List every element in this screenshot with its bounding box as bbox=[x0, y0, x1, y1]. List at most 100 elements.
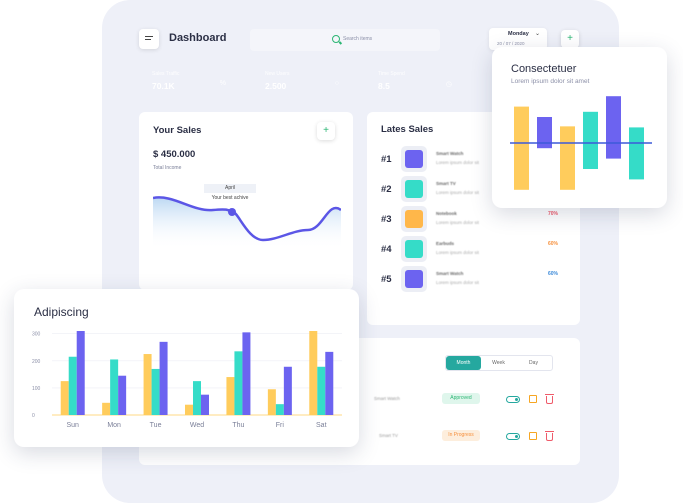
toggle-switch[interactable] bbox=[506, 396, 520, 403]
popup-title: Adipiscing bbox=[34, 305, 89, 319]
trash-icon[interactable] bbox=[545, 431, 554, 441]
y-tick-label: 300 bbox=[32, 332, 41, 338]
order-name: Smart Watch bbox=[374, 396, 400, 401]
bar bbox=[143, 354, 152, 415]
tab-month[interactable]: Month bbox=[446, 356, 481, 370]
x-tick-label: Sun bbox=[66, 422, 79, 429]
bar bbox=[76, 331, 85, 415]
stat-label: Time Spend bbox=[378, 71, 405, 77]
product-percent: 60% bbox=[548, 271, 559, 277]
product-name: Notebook bbox=[436, 211, 457, 216]
add-button[interactable]: + bbox=[561, 30, 579, 48]
toggle-switch[interactable] bbox=[506, 433, 520, 440]
sales-amount: $ 450.000 bbox=[153, 149, 196, 160]
rank-label: #3 bbox=[381, 214, 392, 225]
tooltip-text: Your best achive bbox=[211, 195, 249, 201]
product-percent: 70% bbox=[548, 211, 559, 217]
adipiscing-popup: Adipiscing 0 100 200 300 Sun Mon Tue Wed Thu Fri S… bbox=[14, 289, 359, 447]
rank-label: #4 bbox=[381, 244, 392, 255]
stat-value: 8.5 bbox=[378, 81, 390, 91]
latest-sales-title: Lates Sales bbox=[381, 124, 434, 135]
bar bbox=[560, 126, 575, 190]
bar bbox=[193, 381, 201, 415]
lock-icon: ○ bbox=[334, 80, 339, 87]
bar bbox=[317, 366, 326, 415]
trash-icon[interactable] bbox=[545, 394, 554, 404]
product-name: Smart Watch bbox=[436, 151, 464, 156]
x-tick-label: Sat bbox=[316, 422, 327, 429]
add-sales-button[interactable]: + bbox=[317, 122, 335, 140]
search-icon bbox=[332, 35, 340, 43]
chevron-down-icon: ⌄ bbox=[535, 31, 541, 37]
sales-line bbox=[153, 196, 341, 242]
x-tick-label: Thu bbox=[232, 422, 244, 429]
x-tick-label: Mon bbox=[107, 422, 121, 429]
y-tick-label: 0 bbox=[32, 413, 35, 419]
bar bbox=[514, 106, 529, 190]
bar bbox=[242, 332, 251, 415]
bar bbox=[267, 389, 276, 415]
page-title: Dashboard bbox=[169, 32, 227, 44]
bar bbox=[151, 368, 160, 415]
rank-label: #1 bbox=[381, 154, 392, 165]
bar bbox=[629, 127, 644, 180]
bar bbox=[118, 375, 127, 415]
product-thumb[interactable] bbox=[401, 266, 427, 292]
x-tick-label: Fri bbox=[276, 422, 285, 429]
y-tick-label: 100 bbox=[32, 386, 41, 392]
rank-label: #5 bbox=[381, 274, 392, 285]
floating-bar-chart bbox=[510, 96, 652, 190]
consectetuer-popup: Consectetuer Lorem ipsum dolor sit amet bbox=[492, 47, 667, 208]
sales-area bbox=[153, 197, 341, 250]
tab-week[interactable]: Week bbox=[492, 360, 505, 366]
x-tick-label: Wed bbox=[190, 422, 204, 429]
product-desc: Lorem ipsum dolor sit bbox=[436, 160, 480, 165]
sales-line-chart bbox=[153, 196, 341, 250]
stat-card-new-users[interactable]: New Users 2.500 ○ bbox=[252, 62, 353, 98]
product-desc: Lorem ipsum dolor sit bbox=[436, 220, 480, 225]
bar bbox=[102, 402, 111, 415]
bar bbox=[234, 351, 243, 415]
menu-button[interactable] bbox=[139, 29, 159, 49]
weekly-bar-chart: 0 100 200 300 Sun Mon Tue Wed Thu Fri Sat bbox=[32, 331, 342, 429]
period-tabs: Month Week Day bbox=[445, 355, 553, 371]
bar bbox=[309, 331, 318, 415]
menu-icon bbox=[145, 36, 153, 37]
stat-label: Sales Traffic bbox=[152, 71, 180, 77]
y-tick-label: 200 bbox=[32, 359, 41, 365]
status-badge: In Progress bbox=[442, 430, 480, 441]
stat-label: New Users bbox=[265, 71, 290, 77]
product-name: Smart Watch bbox=[436, 271, 464, 276]
bar bbox=[283, 366, 292, 415]
your-sales-title: Your Sales bbox=[153, 125, 202, 136]
bar bbox=[275, 404, 284, 415]
edit-icon[interactable] bbox=[529, 395, 537, 403]
percent-icon: % bbox=[219, 80, 226, 87]
search-input[interactable]: Search items bbox=[250, 29, 440, 51]
product-percent: 60% bbox=[548, 241, 559, 247]
clock-icon: ◷ bbox=[445, 81, 452, 88]
stat-value: 70.1K bbox=[152, 81, 175, 91]
sales-highlight-point bbox=[228, 208, 236, 216]
bar bbox=[159, 341, 168, 415]
product-desc: Lorem ipsum dolor sit bbox=[436, 280, 480, 285]
product-desc: Lorem ipsum dolor sit bbox=[436, 250, 480, 255]
product-thumb[interactable] bbox=[401, 176, 427, 202]
product-thumb[interactable] bbox=[401, 206, 427, 232]
bar bbox=[226, 377, 235, 415]
tab-day[interactable]: Day bbox=[529, 360, 538, 366]
date-value: 20 / 07 / 2020 bbox=[497, 41, 525, 46]
rank-label: #2 bbox=[381, 184, 392, 195]
product-desc: Lorem ipsum dolor sit bbox=[436, 190, 480, 195]
bar bbox=[185, 404, 193, 415]
edit-icon[interactable] bbox=[529, 432, 537, 440]
popup-subtitle: Lorem ipsum dolor sit amet bbox=[511, 78, 590, 85]
bar bbox=[60, 381, 69, 415]
date-picker[interactable]: Monday ⌄ 20 / 07 / 2020 bbox=[489, 28, 547, 50]
stat-card-sales-traffic[interactable]: Sales Traffic 70.1K % bbox=[139, 62, 240, 98]
product-thumb[interactable] bbox=[401, 146, 427, 172]
tooltip-month: April bbox=[204, 184, 256, 193]
product-thumb[interactable] bbox=[401, 236, 427, 262]
date-day: Monday bbox=[508, 31, 529, 37]
stat-card-time-spend[interactable]: Time Spend 8.5 ◷ bbox=[365, 62, 466, 98]
